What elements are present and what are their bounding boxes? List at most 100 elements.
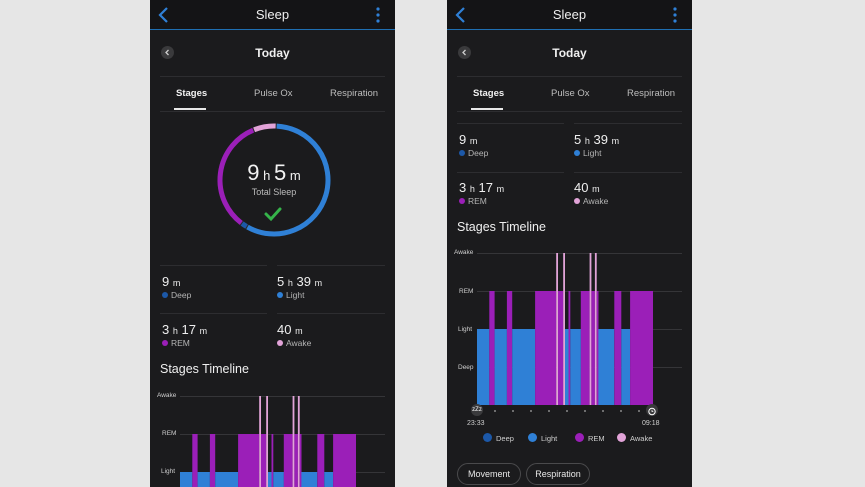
tab-stages[interactable]: Stages	[176, 88, 208, 99]
previous-day-button[interactable]	[161, 46, 174, 59]
zzz-icon: zZz	[471, 404, 483, 416]
light-dot	[277, 292, 283, 298]
timeline-segment-light	[477, 329, 490, 405]
stat-rem: 3 h 17 m REM	[162, 322, 208, 348]
timeline-segment-light	[598, 329, 615, 405]
timeline-segment-rem	[283, 434, 293, 487]
tab-stages[interactable]: Stages	[473, 88, 505, 99]
active-tab-indicator	[174, 108, 206, 110]
divider	[277, 313, 385, 314]
timeline-segment-rem	[192, 434, 198, 487]
timeline-segment-light	[621, 329, 631, 405]
tab-bar: Stages Pulse Ox Respiration	[447, 84, 692, 110]
divider	[574, 172, 682, 173]
timeline-segment-rem	[317, 434, 325, 487]
back-icon[interactable]	[156, 5, 172, 25]
tab-pulse-ox[interactable]: Pulse Ox	[254, 88, 293, 99]
chevron-left-icon	[165, 49, 169, 56]
tab-respiration[interactable]: Respiration	[627, 88, 676, 99]
axis-dot	[584, 410, 586, 412]
axis-dot	[620, 410, 622, 412]
legend-light: Light	[528, 433, 557, 443]
legend-awake: Awake	[617, 433, 652, 443]
awake-dot	[617, 433, 626, 442]
deep-dot	[483, 433, 492, 442]
active-tab-indicator	[471, 108, 503, 110]
timeline-segment-rem	[489, 291, 495, 405]
divider	[160, 111, 385, 112]
app-header: Sleep	[447, 0, 692, 30]
rem-dot	[459, 198, 465, 204]
timeline-segment-awake	[292, 396, 295, 487]
gridline	[477, 253, 682, 254]
previous-day-button[interactable]	[458, 46, 471, 59]
rem-dot	[575, 433, 584, 442]
timeline-segment-awake	[297, 396, 300, 487]
divider	[457, 76, 682, 77]
timeline-segment-light	[215, 472, 239, 487]
alarm-clock-icon	[646, 404, 658, 416]
rem-dot	[162, 340, 168, 346]
timeline-segment-rem	[238, 434, 260, 487]
divider	[160, 265, 267, 266]
stat-deep: 9 m Deep	[162, 274, 192, 300]
app-title: Sleep	[552, 7, 587, 22]
divider	[457, 172, 564, 173]
divider	[277, 265, 385, 266]
chevron-left-icon	[462, 49, 466, 56]
timeline-segment-awake	[589, 253, 592, 405]
timeline-segment-awake	[556, 253, 558, 405]
tab-pulse-ox[interactable]: Pulse Ox	[551, 88, 590, 99]
divider	[160, 313, 267, 314]
timeline-segment-light	[301, 472, 318, 487]
timeline-segment-rem	[506, 291, 513, 405]
axis-dot	[512, 410, 514, 412]
more-vertical-icon[interactable]	[672, 6, 678, 24]
timeline-segment-rem	[630, 291, 653, 405]
timeline-segment-light	[512, 329, 536, 405]
timeline-level-awake: Awake	[157, 392, 177, 399]
app-header: Sleep	[150, 0, 395, 30]
stat-light: 5 h 39 m Light	[277, 274, 323, 300]
stat-rem: 3 h 17 m REM	[459, 180, 505, 206]
legend-deep: Deep	[483, 433, 514, 443]
timeline-segment-rem	[591, 291, 595, 405]
stat-light: 5 h 39 m Light	[574, 132, 620, 158]
timeline-segment-light	[494, 329, 507, 405]
axis-dot	[494, 410, 496, 412]
timeline-segment-light	[273, 472, 284, 487]
timeline-segment-light	[197, 472, 210, 487]
deep-dot	[459, 150, 465, 156]
stat-awake: 40 m Awake	[277, 322, 312, 348]
timeline-segment-awake	[266, 396, 268, 487]
axis-dot	[638, 410, 640, 412]
gridline	[180, 434, 385, 435]
day-label: Today	[255, 46, 290, 60]
stat-deep: 9 m Deep	[459, 132, 489, 158]
timeline-level-light: Light	[458, 326, 473, 333]
timeline-segment-rem	[261, 434, 267, 487]
checkmark-icon	[264, 207, 282, 222]
stages-timeline-chart	[180, 396, 356, 487]
timeline-segment-rem	[333, 434, 356, 487]
timeline-segment-awake	[563, 253, 565, 405]
tab-respiration[interactable]: Respiration	[330, 88, 379, 99]
respiration-button[interactable]: Respiration	[526, 463, 590, 485]
more-vertical-icon[interactable]	[375, 6, 381, 24]
timeline-start-time: 23:33	[467, 420, 485, 427]
axis-dot	[602, 410, 604, 412]
timeline-segment-rem	[580, 291, 590, 405]
timeline-segment-awake	[594, 253, 597, 405]
timeline-segment-light	[565, 329, 569, 405]
axis-dot	[566, 410, 568, 412]
ring-segment-deep	[240, 221, 248, 229]
stages-timeline-title: Stages Timeline	[160, 362, 249, 376]
timeline-level-awake: Awake	[454, 249, 474, 256]
back-icon[interactable]	[453, 5, 469, 25]
timeline-segment-rem	[614, 291, 622, 405]
light-dot	[574, 150, 580, 156]
timeline-segment-rem	[294, 434, 298, 487]
timeline-segment-light	[180, 472, 193, 487]
awake-dot	[574, 198, 580, 204]
movement-button[interactable]: Movement	[457, 463, 521, 485]
